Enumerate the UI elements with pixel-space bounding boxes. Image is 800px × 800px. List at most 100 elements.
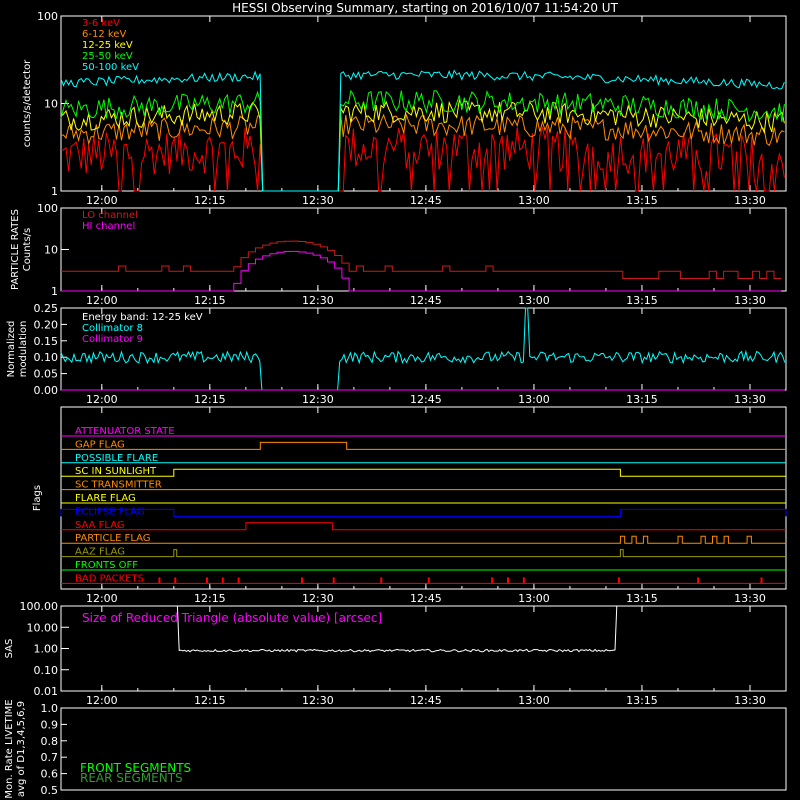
flag-line xyxy=(60,508,787,517)
time-tick-label: 12:00 xyxy=(86,194,118,207)
time-tick-label: 12:30 xyxy=(302,294,334,307)
particle-rates-frame xyxy=(60,207,787,292)
flag-line xyxy=(61,549,786,558)
flag-label: ECLIPSE FLAG xyxy=(75,506,145,517)
time-tick-label: 12:00 xyxy=(86,294,118,307)
livetime-panel: 0.5 0.6 0.7 0.8 0.9 1.0 Mon. Rate LIVETIME avg … xyxy=(4,699,787,799)
y-tick-label: 100 xyxy=(37,10,58,23)
flag-line xyxy=(61,468,786,477)
legend-entry: HI channel xyxy=(82,221,135,232)
sas-series-line xyxy=(173,605,621,653)
y-tick-label: 100 xyxy=(37,202,58,215)
time-tick-label: 12:15 xyxy=(194,592,226,605)
time-tick-label: 13:30 xyxy=(734,194,766,207)
flag-label: FRONTS OFF xyxy=(75,560,138,571)
time-tick-label: 12:00 xyxy=(86,592,118,605)
time-tick-label: 13:15 xyxy=(626,694,658,707)
flag-line xyxy=(61,441,786,450)
flag-label: SC TRANSMITTER xyxy=(75,480,162,491)
y-axis-label: avg of D1,3,4,5,6,9 xyxy=(16,701,27,797)
flag-label: SC IN SUNLIGHT xyxy=(75,466,157,477)
time-tick-label: 13:15 xyxy=(626,294,658,307)
time-tick-label: 13:00 xyxy=(518,194,550,207)
y-axis-label: SAS xyxy=(4,639,15,659)
y-axis-label: Flags xyxy=(32,485,43,511)
y-tick-label: 100.00 xyxy=(20,600,59,613)
y-axis-label: modulation xyxy=(18,321,29,378)
time-tick-label: 13:00 xyxy=(518,294,550,307)
time-tick-label: 12:15 xyxy=(194,294,226,307)
flag-line xyxy=(61,535,786,544)
series-line-50-100-keV xyxy=(60,69,785,192)
y-axis-label: Counts/s xyxy=(22,228,33,272)
legend-entry: LO channel xyxy=(82,210,138,221)
y-tick-label: 0.5 xyxy=(41,784,59,797)
legend-entry: 50-100 keV xyxy=(82,62,139,73)
flag-label: PARTICLE FLAG xyxy=(75,533,151,544)
time-tick-label: 13:00 xyxy=(518,592,550,605)
y-tick-label: 1 xyxy=(51,185,58,198)
series-line-3-6-keV xyxy=(60,125,785,192)
time-tick-label: 12:00 xyxy=(86,393,118,406)
y-axis-label: counts/s/detector xyxy=(22,59,33,147)
time-tick-label: 12:45 xyxy=(410,694,442,707)
time-tick-label: 13:00 xyxy=(518,694,550,707)
y-axis-label: Normalized xyxy=(6,321,17,378)
series-line-12-25-keV xyxy=(60,98,785,192)
y-tick-label: 1.0 xyxy=(41,702,59,715)
y-tick-label: 10 xyxy=(44,98,58,111)
time-tick-label: 12:45 xyxy=(410,294,442,307)
time-tick-label: 12:00 xyxy=(86,694,118,707)
y-tick-label: 0.7 xyxy=(41,751,59,764)
time-tick-label: 12:45 xyxy=(410,393,442,406)
legend-entry: 25-50 keV xyxy=(82,51,133,62)
time-tick-label: 13:15 xyxy=(626,592,658,605)
time-tick-label: 13:00 xyxy=(518,393,550,406)
series-line-HI-channel xyxy=(61,250,782,292)
time-tick-label: 12:15 xyxy=(194,694,226,707)
figure-title: HESSI Observing Summary, starting on 201… xyxy=(232,1,618,15)
y-tick-label: 0.8 xyxy=(41,735,59,748)
flag-label: GAP FLAG xyxy=(75,439,125,450)
time-tick-label: 12:30 xyxy=(302,592,334,605)
legend-entry: REAR SEGMENTS xyxy=(80,771,183,785)
time-tick-label: 13:30 xyxy=(734,694,766,707)
legend-entry: 3-6 keV xyxy=(82,18,120,29)
legend-entry: Collimator 9 xyxy=(82,334,143,345)
y-tick-label: 0.05 xyxy=(34,368,59,381)
energy-band-annotation: Energy band: 12-25 keV xyxy=(82,312,203,323)
time-tick-label: 13:15 xyxy=(626,393,658,406)
modulation-panel: 12:00 12:15 12:30 12:45 13:00 13:15 13:30 0.00 0… xyxy=(6,302,787,406)
legend-entry: 6-12 keV xyxy=(82,29,126,40)
count-rates-panel: 12:00 12:15 12:30 12:45 13:00 13:15 13:30 1 10 10… xyxy=(22,10,787,207)
y-tick-label: 10.00 xyxy=(27,621,59,634)
y-tick-label: 0.00 xyxy=(34,384,59,397)
y-tick-label: 0.15 xyxy=(34,335,59,348)
y-tick-label: 1 xyxy=(51,285,58,298)
y-tick-label: 0.6 xyxy=(41,768,59,781)
y-tick-label: 0.10 xyxy=(34,351,59,364)
panels: 12:00 12:15 12:30 12:45 13:00 13:15 13:3011010… xyxy=(4,10,787,799)
livetime-frame xyxy=(60,707,787,791)
time-tick-label: 12:15 xyxy=(194,194,226,207)
y-tick-label: 0.9 xyxy=(41,718,59,731)
flag-label: BAD PACKETS xyxy=(75,573,144,584)
time-tick-label: 12:30 xyxy=(302,393,334,406)
flag-label: SAA FLAG xyxy=(75,520,125,531)
flag-line xyxy=(61,522,786,531)
y-tick-label: 0.10 xyxy=(34,664,59,677)
time-tick-label: 13:15 xyxy=(626,194,658,207)
flags-frame xyxy=(60,406,787,590)
flag-label: AAZ FLAG xyxy=(75,547,125,558)
sas-panel: 12:00 12:15 12:30 12:45 13:00 13:15 13:30 0.01 0… xyxy=(4,600,787,707)
flag-label: FLARE FLAG xyxy=(75,493,136,504)
time-tick-label: 12:45 xyxy=(410,194,442,207)
y-tick-label: 10 xyxy=(44,244,58,257)
series-line-25-50-keV xyxy=(60,89,785,192)
legend-entry: Collimator 8 xyxy=(82,323,143,334)
flag-label: POSSIBLE FLARE xyxy=(75,453,158,464)
time-tick-label: 12:30 xyxy=(302,694,334,707)
time-tick-label: 13:30 xyxy=(734,294,766,307)
y-axis-label: Mon. Rate LIVETIME xyxy=(4,699,15,798)
